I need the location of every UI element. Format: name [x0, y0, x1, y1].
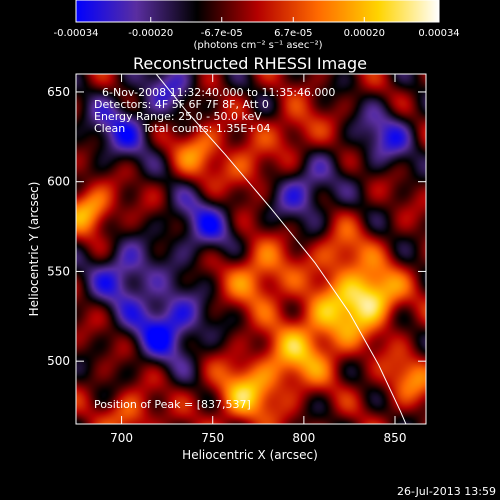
axis-ticks: 700 750 800 850 500 550 600 650 — [47, 74, 426, 445]
colorbar-unit-label: (photons cm⁻² s⁻¹ asec⁻²) — [193, 40, 322, 51]
x-tick-label: 850 — [384, 431, 407, 445]
y-axis-label: Heliocentric Y (arcsec) — [27, 182, 41, 317]
y-tick-label: 500 — [47, 354, 70, 368]
clean-counts-annotation: Clean Total counts: 1.35E+04 — [94, 122, 271, 135]
y-tick-label: 600 — [47, 175, 70, 189]
colorbar-tick-label: -0.00034 — [54, 28, 99, 39]
colorbar-tick-label: 0.00034 — [418, 28, 459, 39]
x-tick-label: 750 — [201, 431, 224, 445]
colorbar: -0.00034 -0.00020 -6.7e-05 6.7e-05 0.00020 0.… — [54, 0, 460, 51]
solar-limb-line — [155, 74, 407, 424]
detectors-annotation: Detectors: 4F 5F 6F 7F 8F, Att 0 — [94, 98, 269, 111]
y-tick-label: 650 — [47, 85, 70, 99]
y-tick-label: 550 — [47, 264, 70, 278]
time-range-annotation: 6-Nov-2008 11:32:40.000 to 11:35:46.000 — [102, 86, 335, 99]
chart-title: Reconstructed RHESSI Image — [133, 54, 367, 73]
heatmap-image — [76, 74, 426, 424]
plot-frame — [75, 73, 427, 425]
colorbar-tick-label: 6.7e-05 — [274, 28, 312, 39]
colorbar-ticks: -0.00034 -0.00020 -6.7e-05 6.7e-05 0.00020 0.… — [54, 17, 460, 39]
colorbar-gradient — [76, 0, 439, 22]
colorbar-tick-label: -0.00020 — [128, 28, 173, 39]
x-tick-label: 800 — [292, 431, 315, 445]
energy-range-annotation: Energy Range: 25.0 - 50.0 keV — [94, 110, 262, 123]
peak-position-annotation: Position of Peak = [837,537] — [94, 398, 251, 411]
plot-area: 700 750 800 850 500 550 600 650 — [47, 73, 427, 445]
x-axis-label: Heliocentric X (arcsec) — [182, 448, 318, 462]
colorbar-tick-label: -6.7e-05 — [201, 28, 243, 39]
x-tick-label: 700 — [110, 431, 133, 445]
colorbar-tick-label: 0.00020 — [344, 28, 385, 39]
footer-timestamp: 26-Jul-2013 13:59 — [397, 485, 496, 498]
